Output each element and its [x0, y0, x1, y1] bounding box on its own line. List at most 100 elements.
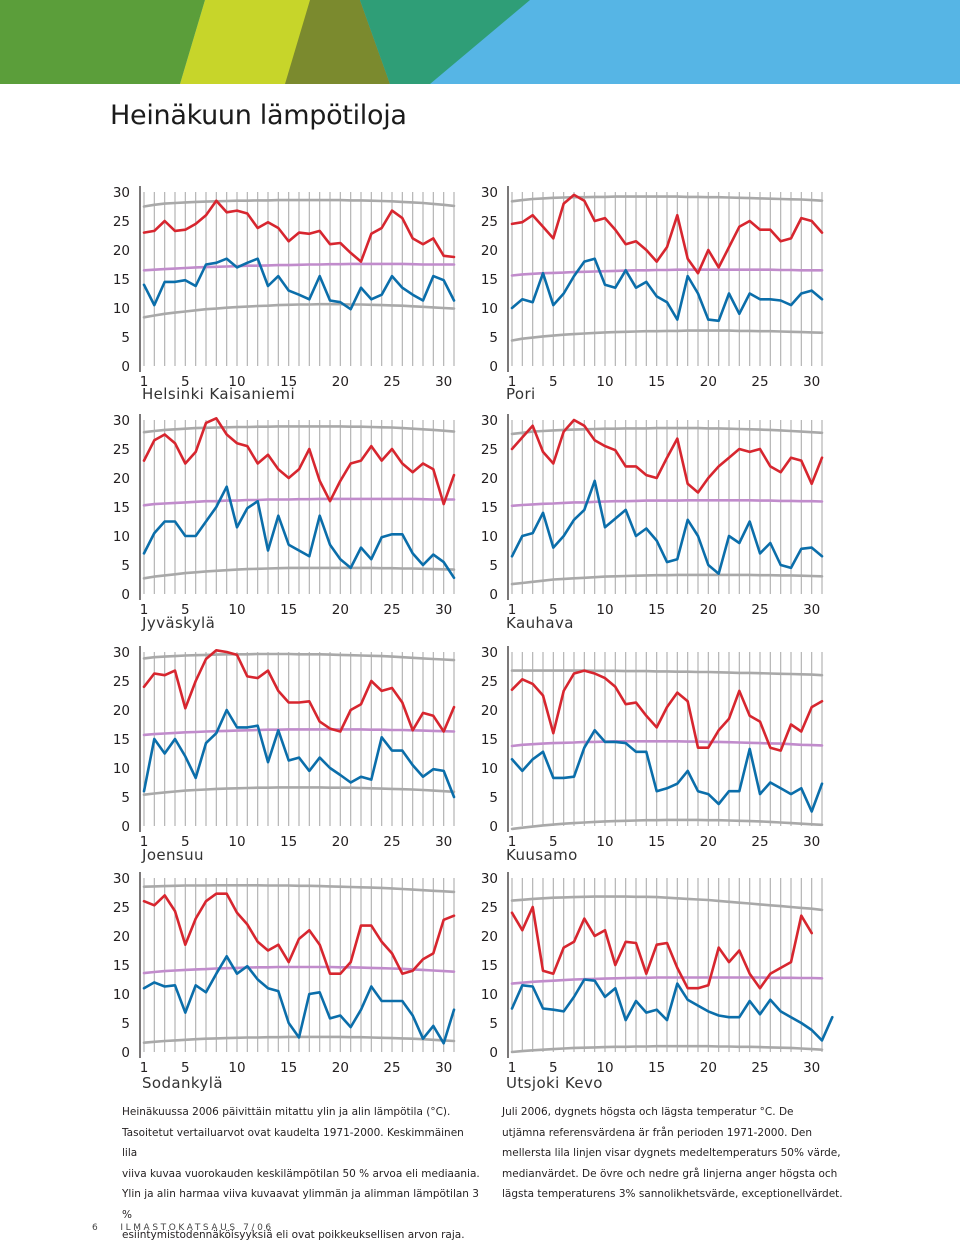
y-tick-label: 25 — [481, 900, 498, 916]
x-tick-label: 30 — [435, 602, 452, 618]
x-tick-label: 10 — [596, 834, 613, 850]
x-tick-label: 5 — [549, 374, 558, 390]
x-tick-label: 25 — [751, 374, 768, 390]
series-line-extreme-high — [142, 883, 456, 894]
series-line-extreme-high — [142, 425, 456, 434]
x-tick-label: 1 — [140, 834, 149, 850]
x-tick-label: 10 — [596, 374, 613, 390]
x-tick-label: 15 — [648, 374, 665, 390]
y-tick-label: 0 — [121, 359, 130, 375]
y-tick-label: 10 — [481, 761, 498, 777]
y-tick-label: 0 — [121, 1045, 130, 1061]
x-tick-label: 1 — [140, 374, 149, 390]
station-label: Sodankylä — [142, 1074, 223, 1092]
caption-line: Heinäkuussa 2006 päivittäin mitattu ylin… — [122, 1106, 451, 1118]
y-tick-label: 25 — [113, 674, 130, 690]
y-tick-label: 10 — [481, 529, 498, 545]
y-tick-label: 5 — [121, 558, 130, 574]
series-line-extreme-low — [510, 818, 824, 831]
x-tick-label: 1 — [508, 374, 517, 390]
x-tick-label: 25 — [751, 834, 768, 850]
y-tick-label: 30 — [481, 413, 498, 429]
y-tick-label: 15 — [481, 958, 498, 974]
station-label: Kuusamo — [506, 846, 578, 864]
x-tick-label: 10 — [228, 1060, 245, 1076]
y-tick-label: 0 — [489, 587, 498, 603]
x-tick-label: 5 — [549, 1060, 558, 1076]
y-tick-label: 30 — [113, 413, 130, 429]
x-tick-label: 15 — [648, 1060, 665, 1076]
y-tick-label: 30 — [481, 185, 498, 201]
y-tick-label: 15 — [113, 500, 130, 516]
chart-panel-joensuu: 0 5 10 15 20 25 30 1 5 10 15 20 25 30 Joensuu — [112, 636, 456, 872]
station-label: Utsjoki Kevo — [506, 1074, 603, 1092]
x-tick-label: 5 — [181, 374, 190, 390]
station-label: Joensuu — [142, 846, 204, 864]
caption-line: medianvärdet. De övre och nedre grå linj… — [502, 1167, 838, 1180]
y-tick-label: 20 — [481, 703, 498, 719]
series-line-extreme-low — [142, 302, 456, 319]
x-tick-label: 20 — [700, 834, 717, 850]
caption-swedish: Juli 2006, dygnets högsta och lägsta tem… — [502, 1102, 862, 1205]
x-tick-label: 10 — [596, 1060, 613, 1076]
x-tick-label: 25 — [751, 1060, 768, 1076]
x-tick-label: 20 — [332, 602, 349, 618]
x-tick-label: 30 — [435, 374, 452, 390]
y-tick-label: 25 — [113, 214, 130, 230]
series-line-median — [142, 965, 456, 975]
page-title: Heinäkuun lämpötiloja — [110, 100, 407, 131]
y-tick-label: 5 — [489, 558, 498, 574]
x-tick-label: 5 — [181, 1060, 190, 1076]
y-tick-label: 25 — [481, 442, 498, 458]
caption-line: viiva kuvaa vuorokauden keskilämpötilan … — [122, 1167, 480, 1180]
x-tick-label: 1 — [140, 1060, 149, 1076]
x-tick-label: 20 — [332, 374, 349, 390]
x-tick-label: 1 — [508, 1060, 517, 1076]
y-tick-label: 10 — [113, 301, 130, 317]
series-line-extreme-high — [510, 895, 824, 912]
chart-panel-pori: 0 5 10 15 20 25 30 1 5 10 15 20 25 30 Pori — [480, 176, 824, 412]
grid — [511, 192, 823, 366]
x-tick-label: 25 — [383, 602, 400, 618]
y-tick-label: 5 — [489, 790, 498, 806]
series-line-extreme-high — [510, 669, 824, 677]
x-tick-label: 15 — [280, 374, 297, 390]
series-line-extreme-high — [142, 198, 456, 208]
y-tick-label: 15 — [481, 500, 498, 516]
x-tick-label: 15 — [648, 834, 665, 850]
x-tick-label: 25 — [383, 1060, 400, 1076]
y-tick-label: 30 — [481, 645, 498, 661]
grid — [511, 878, 823, 1052]
series-line-median — [142, 262, 456, 272]
x-tick-label: 30 — [803, 602, 820, 618]
y-tick-label: 5 — [489, 330, 498, 346]
grid — [143, 652, 455, 826]
y-tick-label: 20 — [481, 471, 498, 487]
series-line-extreme-low — [142, 786, 456, 796]
chart-panel-kuusamo: 0 5 10 15 20 25 30 1 5 10 15 20 25 30 Kuusamo — [480, 636, 824, 872]
series-line-min — [510, 257, 824, 323]
publication-name: ILMASTOKATSAUS 7/06 — [120, 1223, 274, 1233]
y-tick-label: 0 — [121, 587, 130, 603]
x-tick-label: 25 — [383, 374, 400, 390]
series-line-max — [510, 905, 814, 990]
y-tick-label: 15 — [113, 958, 130, 974]
series-line-extreme-low — [510, 1044, 824, 1054]
page-number: 6 — [92, 1223, 101, 1233]
series-line-median — [142, 497, 456, 507]
y-tick-label: 20 — [113, 929, 130, 945]
y-tick-label: 10 — [481, 301, 498, 317]
y-tick-label: 30 — [113, 185, 130, 201]
series-line-min — [142, 708, 456, 799]
series-line-max — [142, 417, 456, 506]
page-footer: 6 ILMASTOKATSAUS 7/06 — [92, 1223, 294, 1233]
x-tick-label: 20 — [700, 602, 717, 618]
grid — [143, 878, 455, 1052]
x-tick-label: 20 — [700, 1060, 717, 1076]
